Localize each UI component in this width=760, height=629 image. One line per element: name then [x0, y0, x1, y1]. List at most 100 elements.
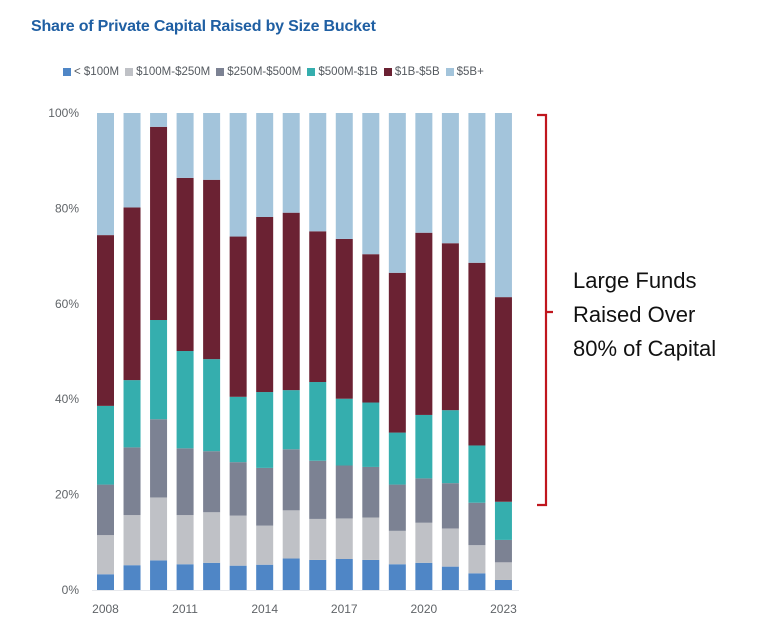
x-tick-label: 2014 [251, 602, 278, 616]
bar-segment [468, 113, 486, 263]
bar-segment [309, 113, 327, 232]
legend-label: $500M-$1B [318, 66, 378, 78]
bar-segment [335, 113, 353, 239]
y-tick-label: 20% [55, 488, 79, 502]
legend-swatch [63, 68, 71, 76]
bar-segment [256, 564, 274, 590]
bar-segment [97, 535, 114, 575]
annotation-text: Large Funds Raised Over 80% of Capital [573, 264, 716, 366]
y-tick-label: 40% [55, 392, 79, 406]
bar-segment [282, 558, 300, 590]
bar-segment [123, 380, 141, 448]
bar-segment [388, 530, 406, 565]
x-tick-label: 2008 [92, 602, 119, 616]
bar-segment [494, 501, 512, 540]
bar-segment [415, 478, 433, 523]
legend-label: < $100M [74, 66, 120, 78]
x-tick-label: 2020 [411, 602, 438, 616]
y-tick-label: 0% [62, 583, 80, 597]
bar-segment [441, 113, 459, 244]
bar-segment [282, 113, 300, 213]
bar-segment [229, 462, 247, 516]
y-tick-label: 60% [55, 297, 79, 311]
bar-segment [335, 518, 353, 559]
bar-segment [362, 113, 380, 255]
bar-segment [97, 574, 114, 590]
bar-segment [415, 232, 433, 415]
annotation-line: Raised Over [573, 302, 696, 327]
bar-segment [123, 565, 141, 590]
bar-segment [176, 113, 194, 178]
bar-segment [494, 539, 512, 563]
bar-segment [203, 179, 221, 360]
bar-segment [388, 564, 406, 590]
bar-segment [309, 559, 327, 590]
bar-segment [388, 113, 406, 273]
bar-segment [309, 231, 327, 383]
bar-segment [203, 359, 221, 452]
bar-segment [282, 449, 300, 511]
bar-segment [335, 558, 353, 590]
bar-segment [441, 410, 459, 484]
bar-segment [441, 528, 459, 567]
bar-segment [256, 467, 274, 526]
bar-segment [494, 579, 512, 590]
chart-title: Share of Private Capital Raised by Size … [31, 18, 376, 35]
annotation-line: Large Funds [573, 268, 697, 293]
bar-segment [229, 236, 247, 397]
bar-segment [388, 484, 406, 531]
x-tick-label: 2017 [331, 602, 358, 616]
legend-label: $1B-$5B [394, 66, 440, 78]
bar-segment [362, 466, 380, 518]
legend: < $100M $100M-$250M $250M-$500M $500M-$1… [63, 66, 484, 78]
bar-segment [415, 113, 433, 233]
x-tick-label: 2011 [172, 602, 198, 616]
bar-segment [150, 497, 168, 561]
bar-segment [97, 484, 114, 536]
bar-segment [97, 113, 114, 236]
bar-segment [494, 562, 512, 580]
x-tick-label: 2023 [490, 602, 517, 616]
bar-segment [309, 518, 327, 560]
legend-item: $1B-$5B [383, 66, 440, 78]
legend-swatch [125, 68, 134, 76]
bar-segment [176, 448, 194, 516]
legend-swatch [383, 68, 392, 76]
legend-label: $250M-$500M [227, 66, 302, 78]
bar-segment [123, 447, 141, 516]
y-tick-label: 80% [55, 201, 79, 215]
bar-segment [415, 562, 433, 590]
bar-segment [335, 238, 353, 399]
bar-segment [282, 510, 300, 559]
bar-segment [97, 405, 114, 485]
bar-segment [335, 398, 353, 466]
annotation-line: 80% of Capital [573, 336, 717, 361]
legend-item: $250M-$500M [216, 66, 301, 78]
bar-segment [229, 565, 247, 590]
bar-segment [468, 545, 486, 574]
bar-segment [388, 272, 406, 433]
legend-item: $500M-$1B [307, 66, 378, 78]
bar-segment [256, 392, 274, 468]
legend-item: $100M-$250M [125, 66, 210, 78]
bar-segment [176, 351, 194, 449]
bar-segment [123, 207, 141, 381]
bar-segment [229, 113, 247, 237]
bar-segment [256, 216, 274, 393]
bar-segment [203, 451, 221, 513]
bar-segment [176, 515, 194, 565]
bar-segment [441, 566, 459, 590]
bar-segment [203, 113, 221, 180]
legend-swatch [445, 68, 454, 76]
bar-segment [97, 235, 114, 406]
bar-segment [203, 512, 221, 563]
bar-segment [256, 113, 274, 217]
bar-segment [176, 177, 194, 352]
legend-item: $5B+ [445, 66, 484, 78]
bar-segment [150, 113, 168, 127]
bar-segment [335, 465, 353, 519]
bar-segment [176, 564, 194, 590]
bar-segment [309, 460, 327, 519]
bar-segment [362, 517, 380, 560]
